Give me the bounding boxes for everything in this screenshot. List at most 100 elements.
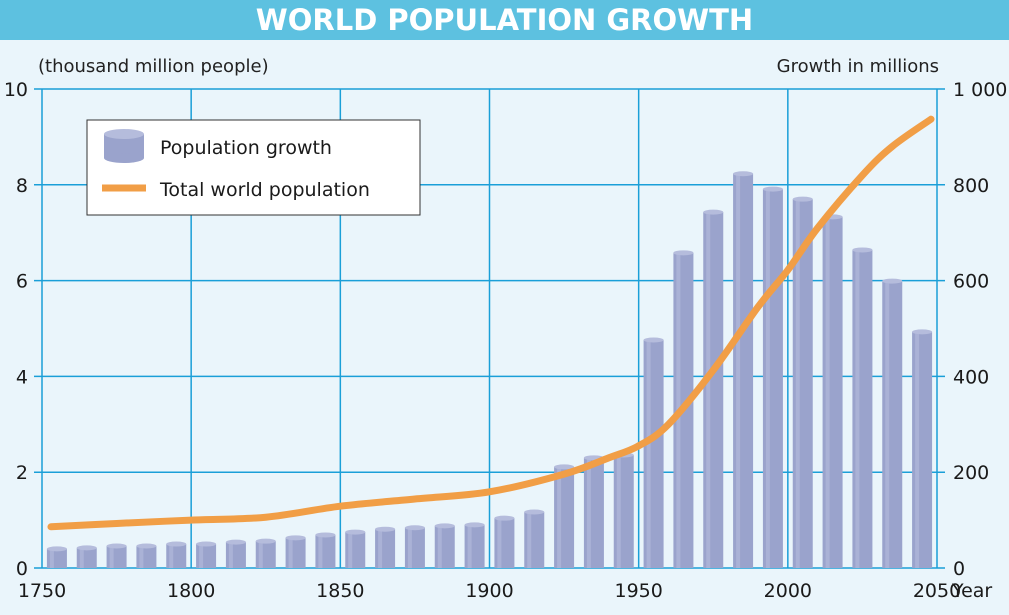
chart-title: WORLD POPULATION GROWTH (0, 0, 1009, 40)
y-tick-label-left: 2 (16, 462, 28, 484)
x-axis-label: Year (951, 580, 992, 602)
bar-cap (494, 515, 515, 521)
bar (762, 186, 783, 568)
bar (404, 525, 425, 568)
bar (375, 526, 396, 568)
bar-cap (345, 529, 366, 535)
total-population-line (47, 115, 935, 531)
bar (46, 546, 67, 568)
bar-cap (464, 522, 485, 528)
bar (822, 214, 843, 568)
y-tick-label-right: 800 (953, 175, 989, 197)
bar-cap (673, 250, 694, 256)
bar (196, 541, 217, 568)
bar-highlight (557, 466, 562, 568)
bar-cap (404, 525, 425, 531)
bar-highlight (885, 281, 890, 568)
x-tick-label: 1750 (18, 580, 66, 602)
y-tick-label-right: 400 (953, 366, 989, 388)
bar-highlight (228, 542, 233, 568)
bar-cap (285, 535, 306, 541)
bar (613, 452, 634, 568)
y-tick-label-right: 1 000 (953, 79, 1007, 101)
bar-highlight (79, 547, 84, 568)
bar-highlight (169, 544, 174, 568)
bar-highlight (407, 527, 412, 568)
bar-highlight (288, 537, 293, 568)
bar-cap (524, 509, 545, 515)
y-tick-label-right: 200 (953, 462, 989, 484)
bar (852, 247, 873, 568)
bar (733, 171, 754, 568)
bar (792, 196, 813, 569)
bar (524, 509, 545, 568)
bar-cap (166, 541, 187, 547)
x-tick-label: 2000 (764, 580, 812, 602)
x-tick-label: 1800 (167, 580, 215, 602)
bar (345, 529, 366, 568)
bar (643, 337, 664, 568)
bar-cap (375, 526, 396, 532)
bar-highlight (616, 454, 621, 568)
bar-highlight (378, 529, 383, 568)
bar-cap (703, 209, 724, 215)
bar-highlight (736, 173, 741, 568)
bar (315, 532, 336, 568)
bar-cap (315, 532, 336, 538)
x-tick-label: 1850 (316, 580, 364, 602)
bar-cap (76, 545, 97, 551)
legend-bar-swatch-icon (104, 129, 144, 163)
bar-cap (882, 278, 903, 284)
bar (166, 541, 187, 568)
x-tick-label: 1950 (614, 580, 662, 602)
bar-highlight (497, 518, 502, 568)
bar (912, 329, 933, 568)
bar (225, 539, 246, 568)
bar-cap (225, 539, 246, 545)
bar (136, 543, 157, 568)
y-tick-label-right: 0 (953, 558, 965, 580)
y-tick-label-left: 8 (16, 175, 28, 197)
x-tick-label: 1900 (465, 580, 513, 602)
bar (464, 522, 485, 568)
legend-label-bars: Population growth (160, 137, 332, 159)
bar (554, 464, 575, 568)
bar-highlight (258, 541, 263, 568)
bar-highlight (109, 545, 114, 568)
bar (583, 455, 604, 568)
bar-highlight (646, 339, 651, 568)
bar-highlight (348, 532, 353, 568)
y-tick-label-left: 6 (16, 271, 28, 293)
bar (76, 545, 97, 568)
bar-cap (792, 196, 813, 202)
bar-cap (762, 186, 783, 192)
bar-cap (643, 337, 664, 343)
bar-highlight (199, 544, 204, 568)
right-axis-label: Growth in millions (776, 56, 939, 77)
bar (882, 278, 903, 568)
left-axis-label: (thousand million people) (38, 56, 269, 77)
bar-cap (46, 546, 67, 552)
bar (703, 209, 724, 568)
bar-cap (434, 523, 455, 529)
bar-highlight (49, 548, 54, 568)
legend: Population growth Total world population (86, 119, 421, 216)
bar-cap (852, 247, 873, 253)
bar-cap (733, 171, 754, 177)
bar-cap (106, 543, 127, 549)
bar-highlight (318, 534, 323, 568)
bar (285, 535, 306, 568)
bar (106, 543, 127, 568)
bar-highlight (586, 457, 591, 568)
bar-highlight (765, 189, 770, 568)
bar-highlight (437, 525, 442, 568)
bar-highlight (467, 524, 472, 568)
bar-highlight (825, 216, 830, 568)
bar (255, 538, 276, 568)
bar-cap (136, 543, 157, 549)
bar-cap (912, 329, 933, 335)
y-tick-label-left: 4 (16, 366, 28, 388)
bar-cap (554, 464, 575, 470)
x-tick-label: 2050 (913, 580, 961, 602)
